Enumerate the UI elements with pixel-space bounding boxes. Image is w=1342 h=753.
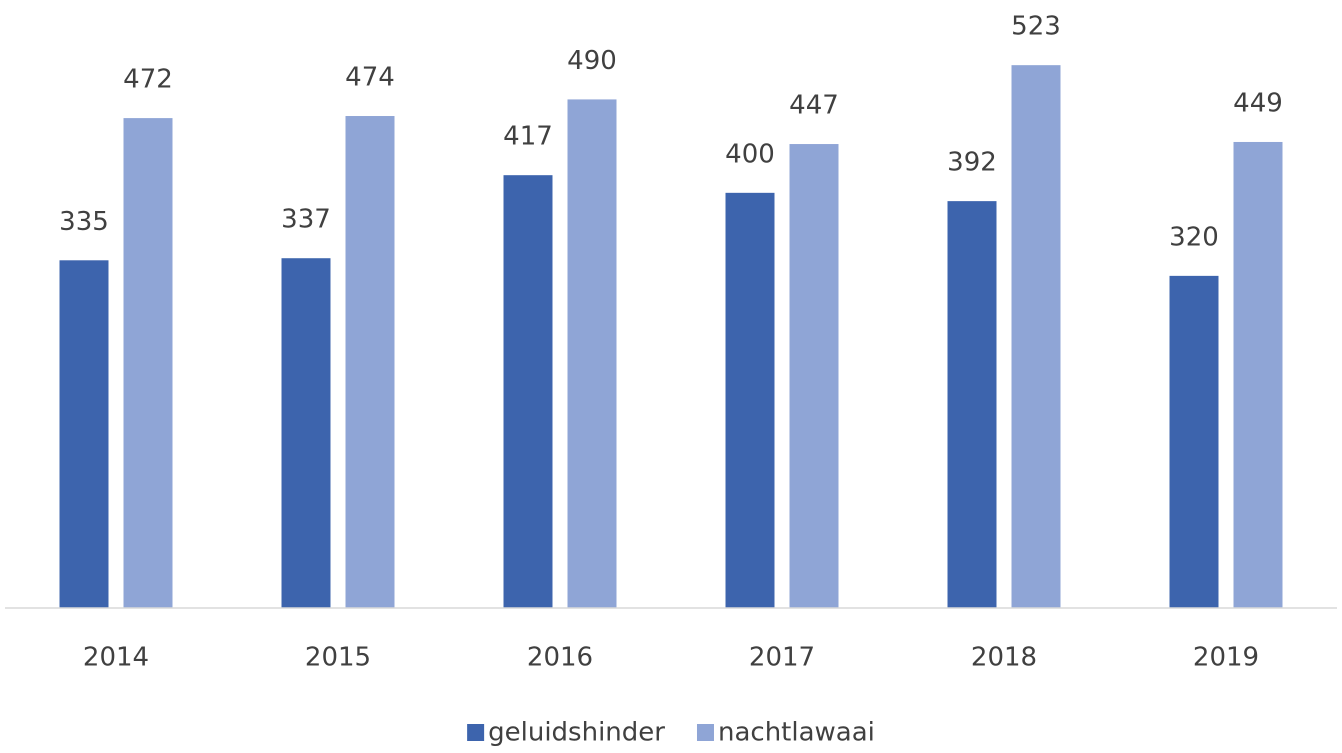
x-tick-label: 2019 bbox=[1193, 643, 1259, 673]
legend-label: nachtlawaai bbox=[718, 718, 875, 748]
bar bbox=[1011, 65, 1061, 609]
x-tick-label: 2015 bbox=[305, 643, 371, 673]
data-label: 447 bbox=[789, 91, 839, 121]
legend-swatch bbox=[467, 724, 485, 741]
bar bbox=[59, 260, 109, 608]
bar bbox=[1169, 275, 1219, 608]
data-label: 472 bbox=[123, 65, 173, 95]
data-label: 392 bbox=[947, 148, 997, 178]
bar bbox=[567, 99, 617, 609]
data-label: 400 bbox=[725, 139, 775, 169]
data-label: 320 bbox=[1169, 222, 1219, 252]
x-tick-label: 2014 bbox=[83, 643, 149, 673]
bar bbox=[947, 201, 997, 608]
bar bbox=[503, 175, 553, 609]
bar bbox=[1233, 141, 1283, 608]
data-label: 490 bbox=[567, 46, 617, 76]
bar bbox=[123, 118, 173, 608]
legend: geluidshinder nachtlawaai bbox=[467, 718, 875, 748]
bar bbox=[725, 192, 775, 609]
x-tick-label: 2017 bbox=[749, 643, 815, 673]
legend-label: geluidshinder bbox=[488, 718, 665, 748]
x-tick-label: 2018 bbox=[971, 643, 1037, 673]
data-label: 449 bbox=[1233, 88, 1283, 118]
data-label: 337 bbox=[281, 205, 331, 235]
data-label: 417 bbox=[503, 122, 553, 152]
data-label: 523 bbox=[1011, 12, 1061, 42]
bar bbox=[789, 144, 839, 608]
data-label: 474 bbox=[345, 63, 395, 93]
data-label: 335 bbox=[59, 207, 109, 237]
bar bbox=[281, 258, 331, 608]
bar bbox=[345, 116, 395, 608]
x-tick-label: 2016 bbox=[527, 643, 593, 673]
legend-swatch bbox=[696, 724, 714, 741]
